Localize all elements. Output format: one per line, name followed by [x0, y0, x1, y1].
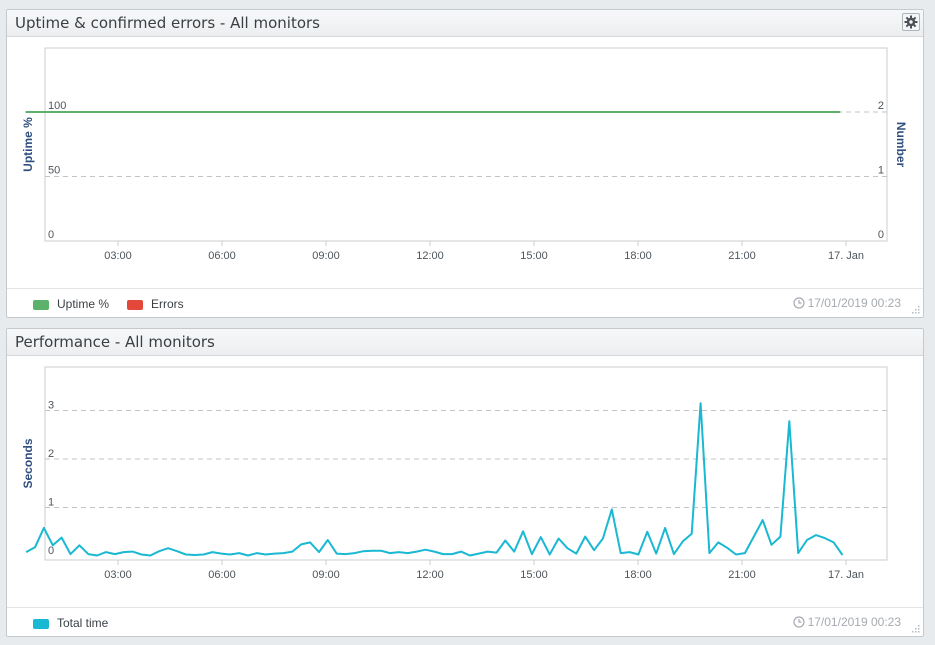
x-tick-label: 21:00 — [728, 569, 756, 581]
clock-icon — [792, 297, 805, 309]
x-tick-label: 12:00 — [416, 569, 444, 581]
x-tick-label: 09:00 — [312, 569, 340, 581]
legend-label-errors: Errors — [151, 297, 184, 311]
y-tick-label: 3 — [48, 400, 54, 412]
settings-button[interactable] — [902, 13, 920, 31]
uptime-panel-footer: Uptime % Errors 17/01/2019 00:23 — [7, 288, 923, 317]
uptime-panel-header: Uptime & confirmed errors - All monitors — [7, 10, 923, 37]
y2-axis-label: Number — [894, 122, 908, 168]
x-tick-label: 15:00 — [520, 569, 548, 581]
x-tick-label: 06:00 — [208, 250, 236, 262]
x-tick-label: 21:00 — [728, 250, 756, 262]
y-tick-label: 100 — [48, 100, 66, 112]
x-tick-label: 17. Jan — [828, 569, 864, 581]
x-tick-label: 09:00 — [312, 250, 340, 262]
performance-panel: Performance - All monitors 0 1 2 3 Seconds 03… — [6, 328, 924, 637]
legend-item-errors[interactable]: Errors — [127, 297, 184, 311]
performance-chart: 0 1 2 3 Seconds 03:00 06:00 09:00 12:00 15:00 18:0… — [21, 366, 888, 581]
legend-label-total-time: Total time — [57, 616, 109, 630]
y-tick-label: 2 — [48, 448, 54, 460]
legend-label-uptime: Uptime % — [57, 297, 110, 311]
uptime-chart: 0 50 100 0 1 2 Uptime % Number 03:00 06:00 09:00 12… — [21, 47, 908, 262]
x-tick-label: 18:00 — [624, 250, 652, 262]
x-tick-label: 03:00 — [104, 250, 132, 262]
uptime-timestamp: 17/01/2019 00:23 — [792, 296, 901, 310]
y-axis-label: Uptime % — [21, 117, 35, 172]
y-tick-label: 0 — [48, 545, 54, 557]
performance-timestamp-text: 17/01/2019 00:23 — [807, 615, 901, 629]
y2-tick-label: 2 — [878, 100, 884, 112]
plot-frame — [44, 47, 888, 242]
performance-panel-footer: Total time 17/01/2019 00:23 — [7, 607, 923, 636]
x-tick-label: 06:00 — [208, 569, 236, 581]
resize-grip-icon[interactable] — [912, 306, 920, 314]
x-tick-label: 17. Jan — [828, 250, 864, 262]
x-tick-label: 03:00 — [104, 569, 132, 581]
clock-icon — [792, 616, 805, 628]
plot-frame — [44, 366, 888, 561]
performance-panel-header: Performance - All monitors — [7, 329, 923, 356]
uptime-panel: Uptime & confirmed errors - All monitors… — [6, 9, 924, 318]
performance-timestamp: 17/01/2019 00:23 — [792, 615, 901, 629]
legend-item-total-time[interactable]: Total time — [33, 616, 108, 630]
legend-swatch-uptime — [33, 299, 49, 310]
legend-item-uptime[interactable]: Uptime % — [33, 297, 109, 311]
gear-icon — [904, 15, 918, 29]
y-tick-label: 1 — [48, 497, 54, 509]
legend-swatch-total-time — [33, 618, 49, 629]
uptime-timestamp-text: 17/01/2019 00:23 — [807, 296, 901, 310]
y-axis-label: Seconds — [21, 438, 35, 488]
y2-tick-label: 1 — [878, 165, 884, 177]
y-tick-label: 0 — [48, 229, 54, 241]
performance-panel-title: Performance - All monitors — [15, 333, 215, 351]
x-tick-label: 18:00 — [624, 569, 652, 581]
resize-grip-icon[interactable] — [912, 625, 920, 633]
uptime-panel-title: Uptime & confirmed errors - All monitors — [15, 14, 320, 32]
y-tick-label: 50 — [48, 165, 60, 177]
total-time-series-line — [25, 402, 844, 557]
y2-tick-label: 0 — [878, 229, 884, 241]
x-tick-label: 15:00 — [520, 250, 548, 262]
legend-swatch-errors — [127, 299, 143, 310]
x-tick-label: 12:00 — [416, 250, 444, 262]
